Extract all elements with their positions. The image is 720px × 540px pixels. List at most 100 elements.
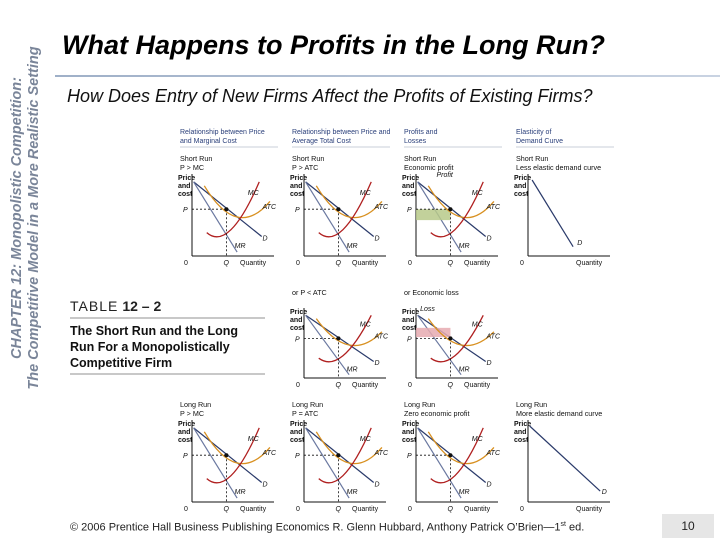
table-caption: TABLE 12 – 2 The Short Run and the Long R… bbox=[70, 298, 265, 375]
y-axis-label: Price bbox=[290, 175, 307, 182]
origin-label: 0 bbox=[296, 382, 300, 389]
y-axis-label: and bbox=[178, 429, 190, 436]
mc-label: MC bbox=[360, 322, 372, 329]
demand-label: D bbox=[375, 235, 380, 242]
quantity-tick-label: Q bbox=[223, 506, 229, 513]
panel-heading: P = ATC bbox=[292, 409, 318, 418]
atc-label: ATC bbox=[486, 450, 501, 457]
demand-label: D bbox=[487, 235, 492, 242]
y-axis-label: and bbox=[290, 317, 302, 324]
mc-label: MC bbox=[472, 322, 484, 329]
origin-label: 0 bbox=[184, 260, 188, 267]
atc-curve bbox=[427, 185, 495, 219]
y-axis-label: cost bbox=[514, 191, 529, 198]
demand-label: D bbox=[577, 240, 582, 247]
y-axis-label: Price bbox=[178, 421, 195, 428]
atc-label: ATC bbox=[262, 450, 277, 457]
origin-label: 0 bbox=[296, 506, 300, 513]
y-axis-label: cost bbox=[290, 437, 305, 444]
price-tick-label: P bbox=[183, 453, 188, 460]
origin-label: 0 bbox=[520, 260, 524, 267]
atc-curve bbox=[315, 318, 383, 347]
y-axis-label: Price bbox=[290, 309, 307, 316]
column-header: Profits and bbox=[404, 129, 438, 136]
mr-curve bbox=[305, 181, 350, 253]
table-label: TABLE bbox=[70, 298, 119, 314]
atc-curve bbox=[203, 185, 271, 219]
atc-label: ATC bbox=[374, 333, 389, 340]
y-axis-label: cost bbox=[178, 191, 193, 198]
y-axis-label: and bbox=[514, 183, 526, 190]
demand-label: D bbox=[602, 489, 607, 496]
x-axis-label: Quantity bbox=[464, 506, 491, 513]
x-axis-label: Quantity bbox=[576, 260, 603, 267]
mc-label: MC bbox=[360, 190, 372, 197]
figure-panels: Relationship between Price and Marginal C… bbox=[178, 129, 614, 513]
y-axis-label: cost bbox=[178, 437, 193, 444]
y-axis-label: Price bbox=[402, 421, 419, 428]
y-axis-label: Price bbox=[514, 421, 531, 428]
price-tick-label: P bbox=[407, 207, 412, 214]
demand-label: D bbox=[487, 360, 492, 367]
footer-text: © 2006 Prentice Hall Business Publishing… bbox=[70, 521, 561, 534]
atc-label: ATC bbox=[374, 204, 389, 211]
price-tick-label: P bbox=[407, 453, 412, 460]
slide-title: What Happens to Profits in the Long Run? bbox=[62, 30, 605, 60]
panel-heading: Long Run bbox=[404, 400, 435, 409]
panel-heading: More elastic demand curve bbox=[516, 409, 602, 418]
mc-label: MC bbox=[472, 190, 484, 197]
mc-label: MC bbox=[248, 190, 260, 197]
demand-curve bbox=[529, 425, 601, 492]
y-axis-label: cost bbox=[402, 325, 417, 332]
origin-label: 0 bbox=[408, 506, 412, 513]
atc-curve bbox=[427, 318, 495, 347]
mr-curve bbox=[417, 314, 462, 376]
x-axis-label: Quantity bbox=[464, 382, 491, 389]
table-figure: Relationship between Price and Marginal C… bbox=[170, 122, 620, 514]
panel-heading: Long Run bbox=[180, 400, 211, 409]
quantity-tick-label: Q bbox=[335, 506, 341, 513]
mc-label: MC bbox=[248, 436, 260, 443]
mc-curve bbox=[206, 181, 260, 238]
sidebar: CHAPTER 12: Monopolistic Competition: Th… bbox=[0, 0, 52, 540]
title-divider bbox=[55, 75, 720, 77]
y-axis-label: Price bbox=[402, 309, 419, 316]
demand-label: D bbox=[375, 481, 380, 488]
demand-curve bbox=[531, 179, 574, 247]
mc-curve bbox=[430, 315, 484, 363]
footer-text-end: ed. bbox=[565, 521, 585, 534]
x-axis-label: Quantity bbox=[352, 260, 379, 267]
equilibrium-point bbox=[336, 453, 341, 458]
loss-area bbox=[416, 327, 451, 338]
price-tick-label: P bbox=[295, 336, 300, 343]
slide-subtitle: How Does Entry of New Firms Affect the P… bbox=[67, 86, 593, 106]
table-heading: TABLE 12 – 2 bbox=[70, 298, 265, 319]
column-header: Relationship between Price and bbox=[292, 129, 391, 136]
atc-label: ATC bbox=[486, 204, 501, 211]
x-axis-label: Quantity bbox=[464, 260, 491, 267]
y-axis-label: Price bbox=[402, 175, 419, 182]
mr-curve bbox=[193, 181, 238, 253]
mr-curve bbox=[193, 427, 238, 499]
y-axis-label: Price bbox=[178, 175, 195, 182]
price-tick-label: P bbox=[183, 207, 188, 214]
panel-heading: P > MC bbox=[180, 163, 204, 172]
origin-label: 0 bbox=[408, 382, 412, 389]
sidebar-chapter-title: CHAPTER 12: Monopolistic Competition: Th… bbox=[9, 8, 43, 428]
panel-heading: Less elastic demand curve bbox=[516, 163, 601, 172]
table-number: 12 – 2 bbox=[122, 298, 162, 314]
quantity-tick-label: Q bbox=[335, 260, 341, 267]
y-axis-label: Price bbox=[514, 175, 531, 182]
panel-heading: Economic profit bbox=[404, 163, 454, 172]
footer-credit: © 2006 Prentice Hall Business Publishing… bbox=[70, 521, 584, 534]
price-tick-label: P bbox=[295, 453, 300, 460]
panel-heading: or P < ATC bbox=[292, 288, 327, 297]
y-axis-label: and bbox=[402, 183, 414, 190]
demand-label: D bbox=[375, 360, 380, 367]
origin-label: 0 bbox=[520, 506, 524, 513]
atc-label: ATC bbox=[374, 450, 389, 457]
mr-label: MR bbox=[235, 243, 246, 250]
mr-curve bbox=[305, 427, 350, 499]
demand-label: D bbox=[263, 481, 268, 488]
y-axis-label: cost bbox=[402, 437, 417, 444]
